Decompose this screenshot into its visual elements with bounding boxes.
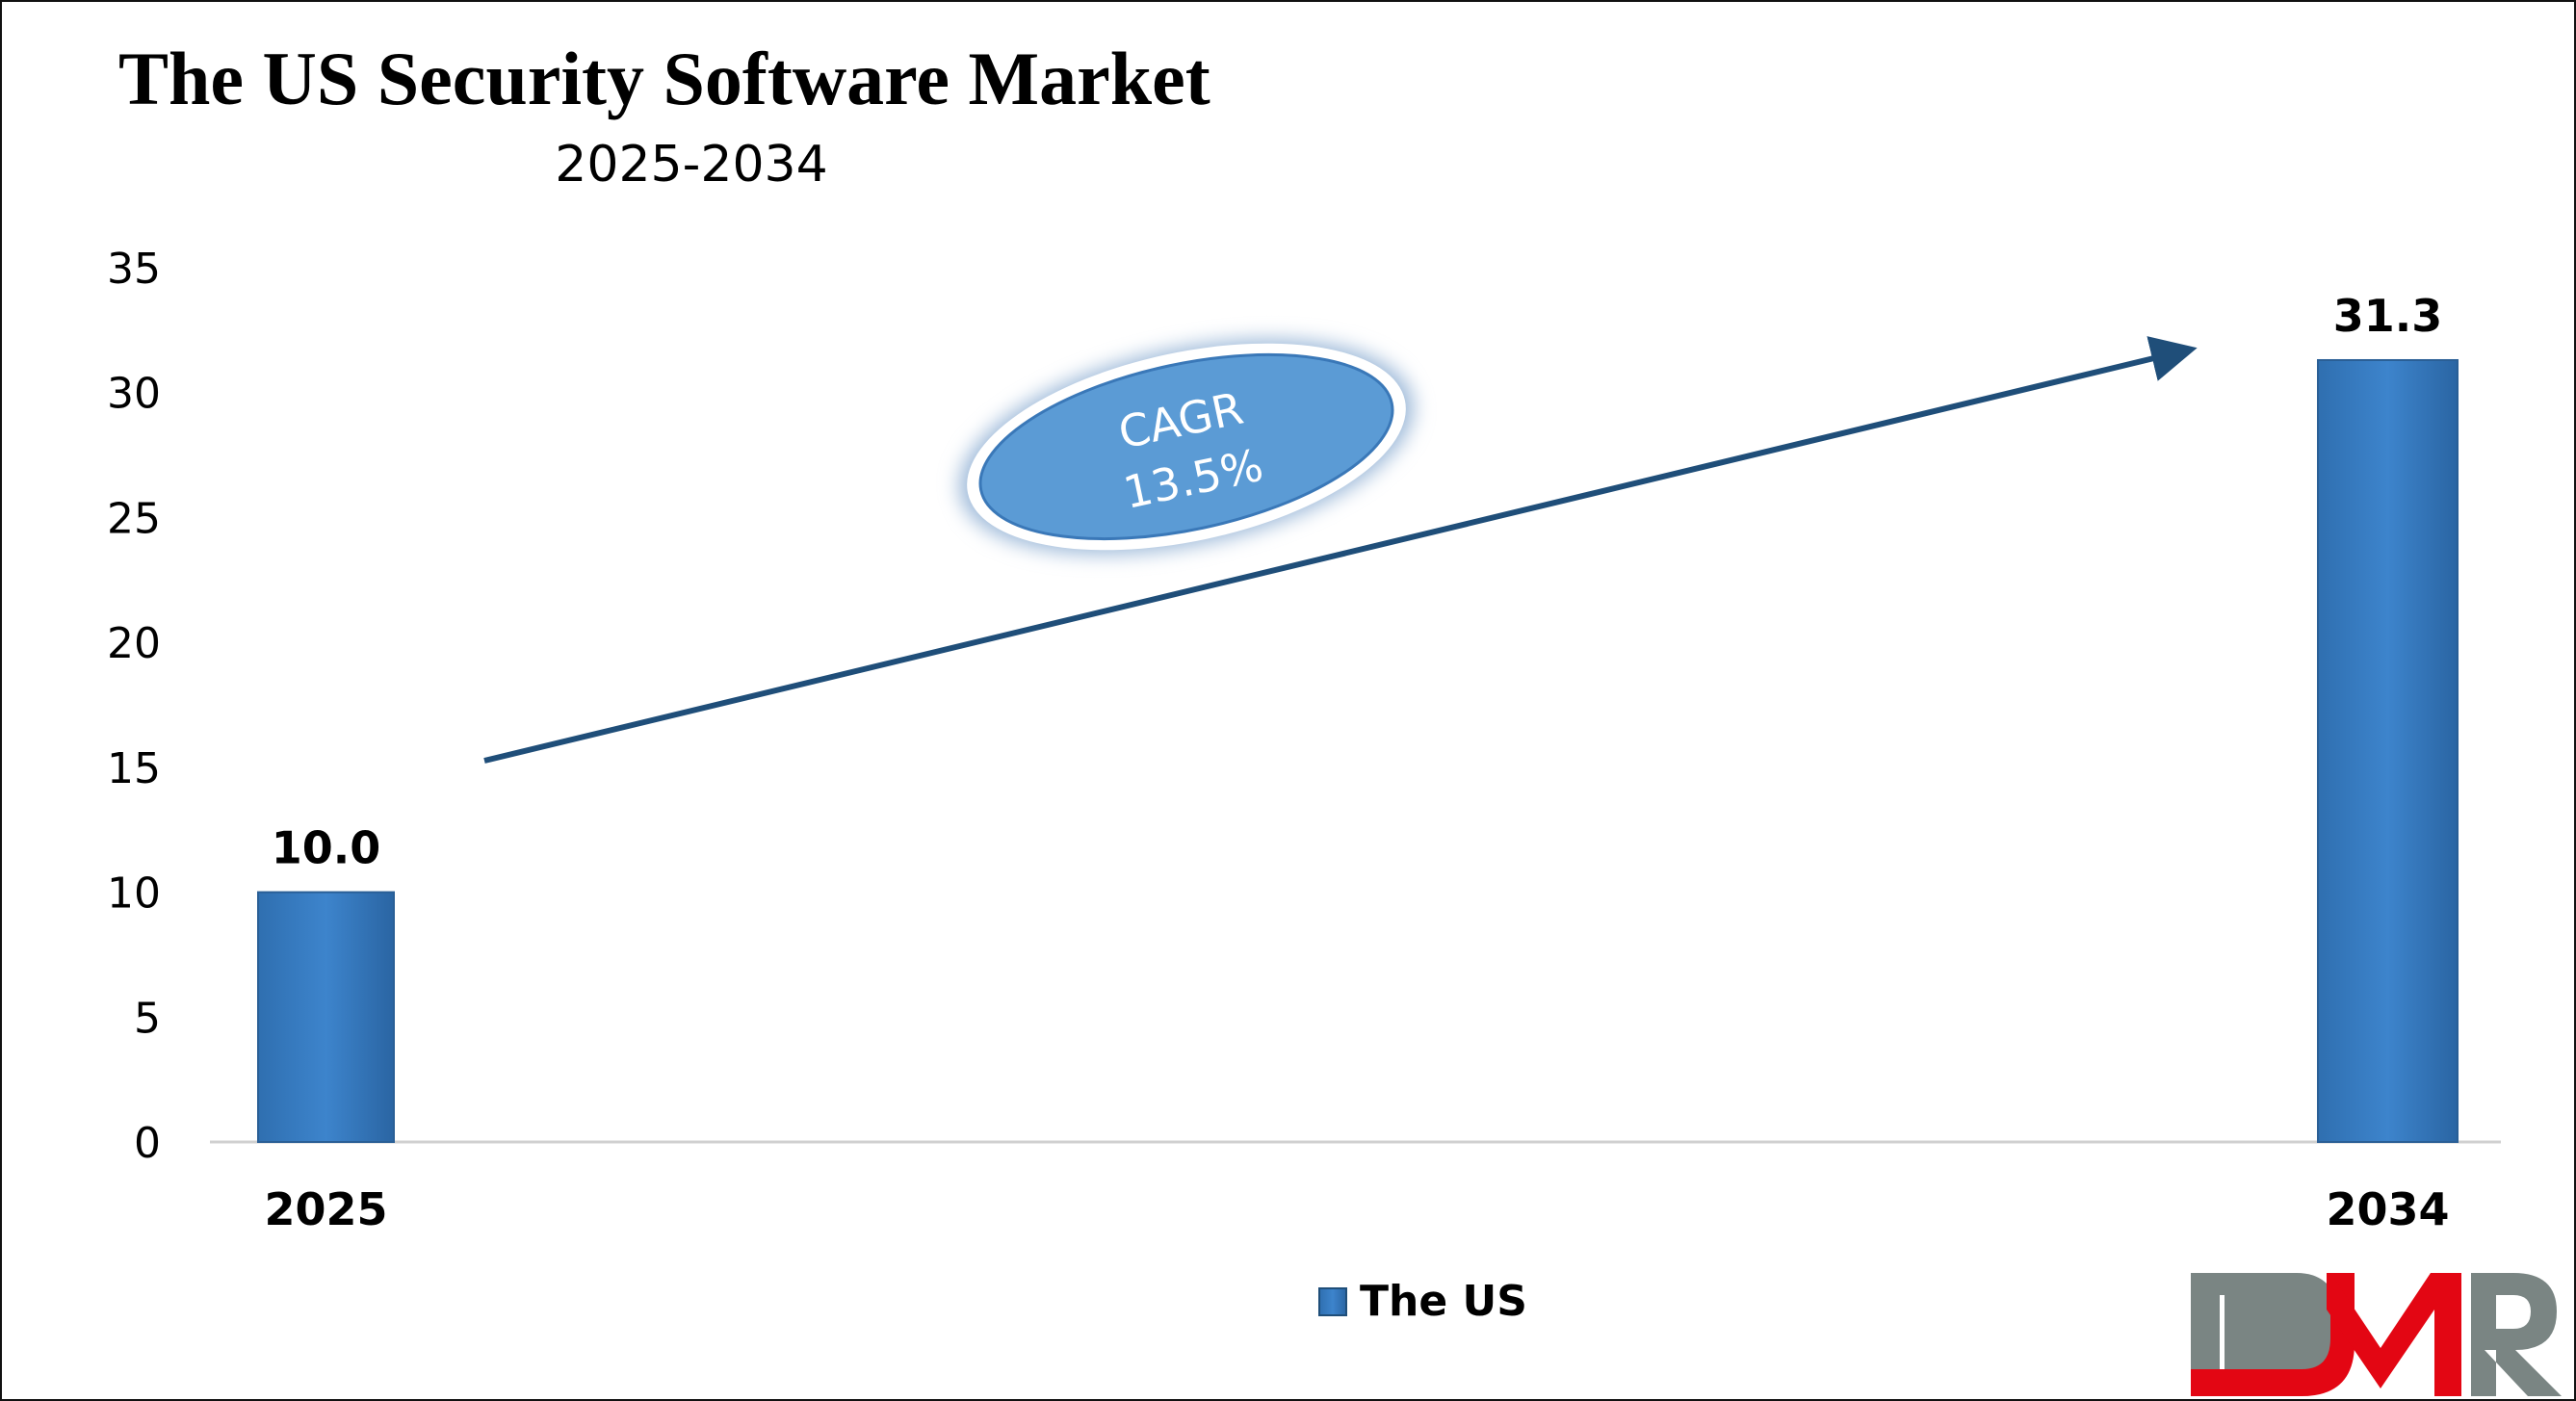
- y-tick-label: 30: [107, 370, 161, 419]
- legend: The US: [1318, 1277, 1527, 1326]
- x-tick-label: 2034: [2326, 1183, 2449, 1235]
- data-label: 31.3: [2333, 290, 2443, 342]
- dmr-logo: [2191, 1273, 2562, 1396]
- x-tick-label: 2025: [264, 1183, 387, 1235]
- y-tick-label: 35: [107, 245, 161, 294]
- y-tick-label: 25: [107, 494, 161, 543]
- y-tick-label: 5: [134, 994, 161, 1043]
- bar-2034: [2317, 358, 2459, 1143]
- legend-swatch: [1318, 1287, 1347, 1316]
- cagr-badge: CAGR 13.5%: [959, 339, 1414, 555]
- chart-subtitle: 2025-2034: [555, 136, 827, 194]
- y-tick-label: 10: [107, 869, 161, 919]
- data-label: 10.0: [272, 822, 381, 874]
- y-tick-label: 15: [107, 744, 161, 793]
- growth-arrow: [483, 336, 2198, 764]
- bar-2025: [257, 891, 395, 1143]
- y-tick-label: 20: [107, 619, 161, 668]
- y-tick-label: 0: [134, 1119, 161, 1168]
- legend-label: The US: [1360, 1277, 1527, 1326]
- chart-title: The US Security Software Market: [118, 37, 1210, 120]
